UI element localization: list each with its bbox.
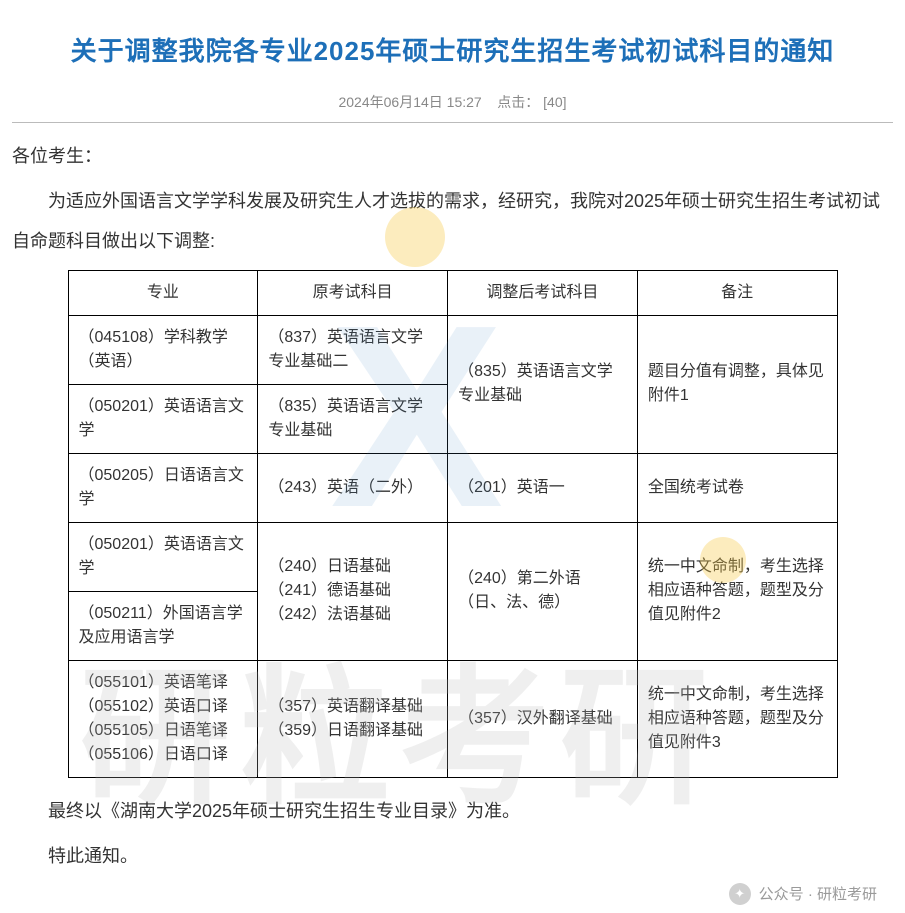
table-header-cell: 专业 — [68, 270, 258, 315]
table-cell: 全国统考试卷 — [637, 453, 837, 522]
table-header-cell: 原考试科目 — [258, 270, 448, 315]
table-cell: （837）英语语言文学专业基础二 — [258, 315, 448, 384]
table-header-cell: 调整后考试科目 — [448, 270, 638, 315]
table-cell: （243）英语（二外） — [258, 453, 448, 522]
footer-label: 公众号 · 研粒考研 — [759, 883, 877, 904]
table-cell: （050211）外国语言学及应用语言学 — [68, 591, 258, 660]
intro-paragraph: 为适应外国语言文学学科发展及研究生人才选拔的需求，经研究，我院对2025年硕士研… — [12, 182, 893, 261]
page-meta: 2024年06月14日 15:27 点击： [40] — [12, 92, 893, 122]
table-row: （050201）英语语言文学（240）日语基础（241）德语基础（242）法语基… — [68, 522, 837, 591]
table-header-cell: 备注 — [637, 270, 837, 315]
footer-brand: ✦ 公众号 · 研粒考研 — [729, 883, 877, 905]
table-cell: （050201）英语语言文学 — [68, 522, 258, 591]
greeting-line: 各位考生： — [12, 137, 893, 177]
table-cell: 统一中文命制，考生选择相应语种答题，题型及分值见附件3 — [637, 660, 837, 777]
table-cell: （055101）英语笔译（055102）英语口译（055105）日语笔译（055… — [68, 660, 258, 777]
divider — [12, 122, 893, 123]
table-cell: （201）英语一 — [448, 453, 638, 522]
outro-line-2: 特此通知。 — [12, 837, 893, 877]
table-cell: 统一中文命制，考生选择相应语种答题，题型及分值见附件2 — [637, 522, 837, 660]
table-cell: （835）英语语言文学专业基础 — [448, 315, 638, 453]
table-cell: （050205）日语语言文学 — [68, 453, 258, 522]
page-title: 关于调整我院各专业2025年硕士研究生招生考试初试科目的通知 — [12, 17, 893, 74]
wechat-icon: ✦ — [729, 883, 751, 905]
table-cell: （240）日语基础（241）德语基础（242）法语基础 — [258, 522, 448, 660]
table-row: （055101）英语笔译（055102）英语口译（055105）日语笔译（055… — [68, 660, 837, 777]
table-cell: （835）英语语言文学专业基础 — [258, 384, 448, 453]
document-page: X 研粒考研 关于调整我院各专业2025年硕士研究生招生考试初试科目的通知 20… — [0, 17, 905, 912]
table-cell: 题目分值有调整，具体见附件1 — [637, 315, 837, 453]
meta-hits-value: [40] — [543, 94, 566, 110]
table-row: （050205）日语语言文学（243）英语（二外）（201）英语一全国统考试卷 — [68, 453, 837, 522]
meta-hits-label: 点击： — [497, 94, 539, 110]
table-cell: （050201）英语语言文学 — [68, 384, 258, 453]
table-body: （045108）学科教学（英语）（837）英语语言文学专业基础二（835）英语语… — [68, 315, 837, 777]
table-cell: （357）英语翻译基础（359）日语翻译基础 — [258, 660, 448, 777]
table-cell: （045108）学科教学（英语） — [68, 315, 258, 384]
outro-line-1: 最终以《湖南大学2025年硕士研究生招生专业目录》为准。 — [12, 792, 893, 832]
table-header-row: 专业原考试科目调整后考试科目备注 — [68, 270, 837, 315]
table-cell: （357）汉外翻译基础 — [448, 660, 638, 777]
table-cell: （240）第二外语（日、法、德） — [448, 522, 638, 660]
subject-table: 专业原考试科目调整后考试科目备注 （045108）学科教学（英语）（837）英语… — [68, 270, 838, 778]
table-row: （045108）学科教学（英语）（837）英语语言文学专业基础二（835）英语语… — [68, 315, 837, 384]
meta-date: 2024年06月14日 15:27 — [338, 94, 481, 110]
